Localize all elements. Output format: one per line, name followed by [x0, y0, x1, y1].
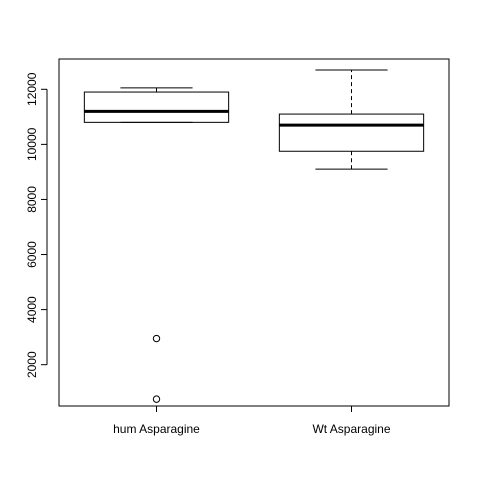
y-tick-label: 2000 [25, 351, 39, 378]
axes: 2000 4000 6000 8000 10000 12000 hum Asparagine… [25, 58, 450, 436]
plot-area [83, 69, 425, 403]
box-iqr [278, 113, 425, 152]
y-tick-label: 12000 [25, 72, 39, 106]
outlier-point [152, 334, 161, 343]
y-tick-label: 8000 [25, 186, 39, 213]
box-group-1 [278, 69, 425, 170]
box-group-0 [83, 87, 230, 403]
x-tick-label: Wt Asparagine [312, 422, 390, 436]
x-tick-label: hum Asparagine [113, 422, 200, 436]
box-iqr [83, 91, 230, 123]
outlier-point [152, 395, 161, 403]
y-tick-label: 4000 [25, 296, 39, 323]
y-tick-label: 10000 [25, 127, 39, 161]
y-tick-label: 6000 [25, 241, 39, 268]
